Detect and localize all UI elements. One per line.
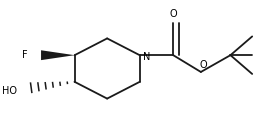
Text: O: O (169, 9, 177, 19)
Text: HO: HO (2, 86, 17, 96)
Text: F: F (22, 50, 27, 60)
Text: O: O (199, 60, 207, 70)
Polygon shape (41, 50, 75, 60)
Text: N: N (143, 52, 150, 62)
